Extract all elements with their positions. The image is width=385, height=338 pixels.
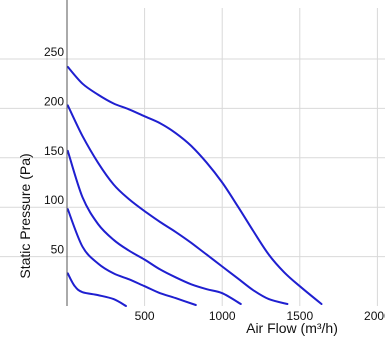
y-tick-label: 200 (44, 94, 64, 108)
x-axis-label: Air Flow (m³/h) (246, 320, 338, 336)
x-tick-label: 1000 (209, 309, 236, 323)
series-line-5 (66, 272, 127, 307)
grid (0, 8, 385, 306)
y-tick-label: 50 (51, 243, 65, 257)
series-line-2 (66, 104, 289, 305)
y-axis-label: Static Pressure (Pa) (17, 153, 33, 278)
series-line-3 (66, 149, 242, 305)
y-tick-labels: 50 100 150 200 250 (44, 45, 64, 257)
series-line-1 (66, 65, 323, 305)
x-tick-label: 1500 (286, 309, 313, 323)
x-tick-labels: 500 1000 1500 2000 (135, 309, 385, 323)
y-tick-label: 250 (44, 45, 64, 59)
y-tick-label: 100 (44, 193, 64, 207)
series-group (66, 65, 323, 307)
y-tick-label: 150 (44, 144, 64, 158)
series-line-4 (66, 208, 197, 306)
x-tick-label: 500 (135, 309, 155, 323)
x-tick-label: 2000 (364, 309, 385, 323)
